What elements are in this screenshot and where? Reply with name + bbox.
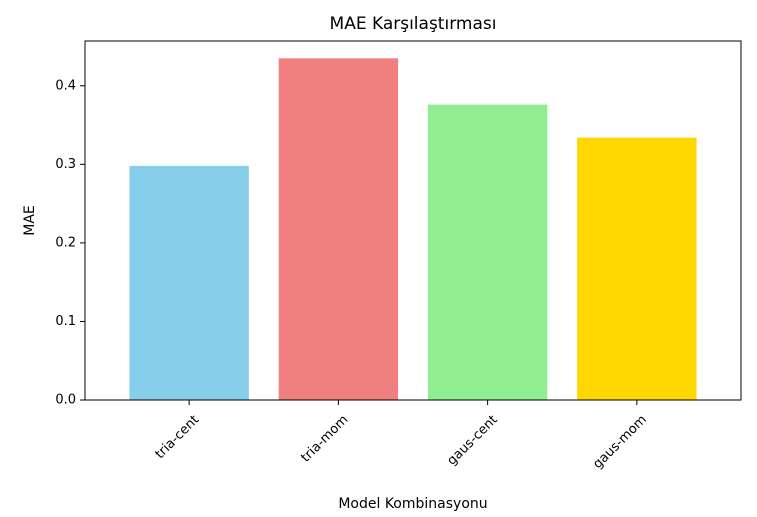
bar-tria-mom	[278, 58, 399, 400]
y-axis-label: MAE	[22, 205, 38, 236]
y-tick-label: 0.2	[55, 235, 76, 250]
y-tick-label: 0.1	[55, 314, 76, 329]
y-tick-label: 0.0	[55, 393, 76, 408]
plot-frame	[84, 40, 742, 401]
y-tick-label: 0.3	[55, 157, 76, 172]
x-axis-label: Model Kombinasyonu	[338, 496, 487, 512]
bar-gaus-mom	[577, 137, 697, 400]
y-axis-ticks: 0.0 0.1 0.2 0.3 0.4	[55, 78, 85, 408]
y-tick-label: 0.4	[55, 78, 76, 93]
bar-gaus-cent	[427, 104, 548, 401]
bars-layer	[129, 58, 697, 401]
chart-title: MAE Karşılaştırması	[330, 14, 497, 34]
bar-tria-cent	[129, 165, 249, 400]
